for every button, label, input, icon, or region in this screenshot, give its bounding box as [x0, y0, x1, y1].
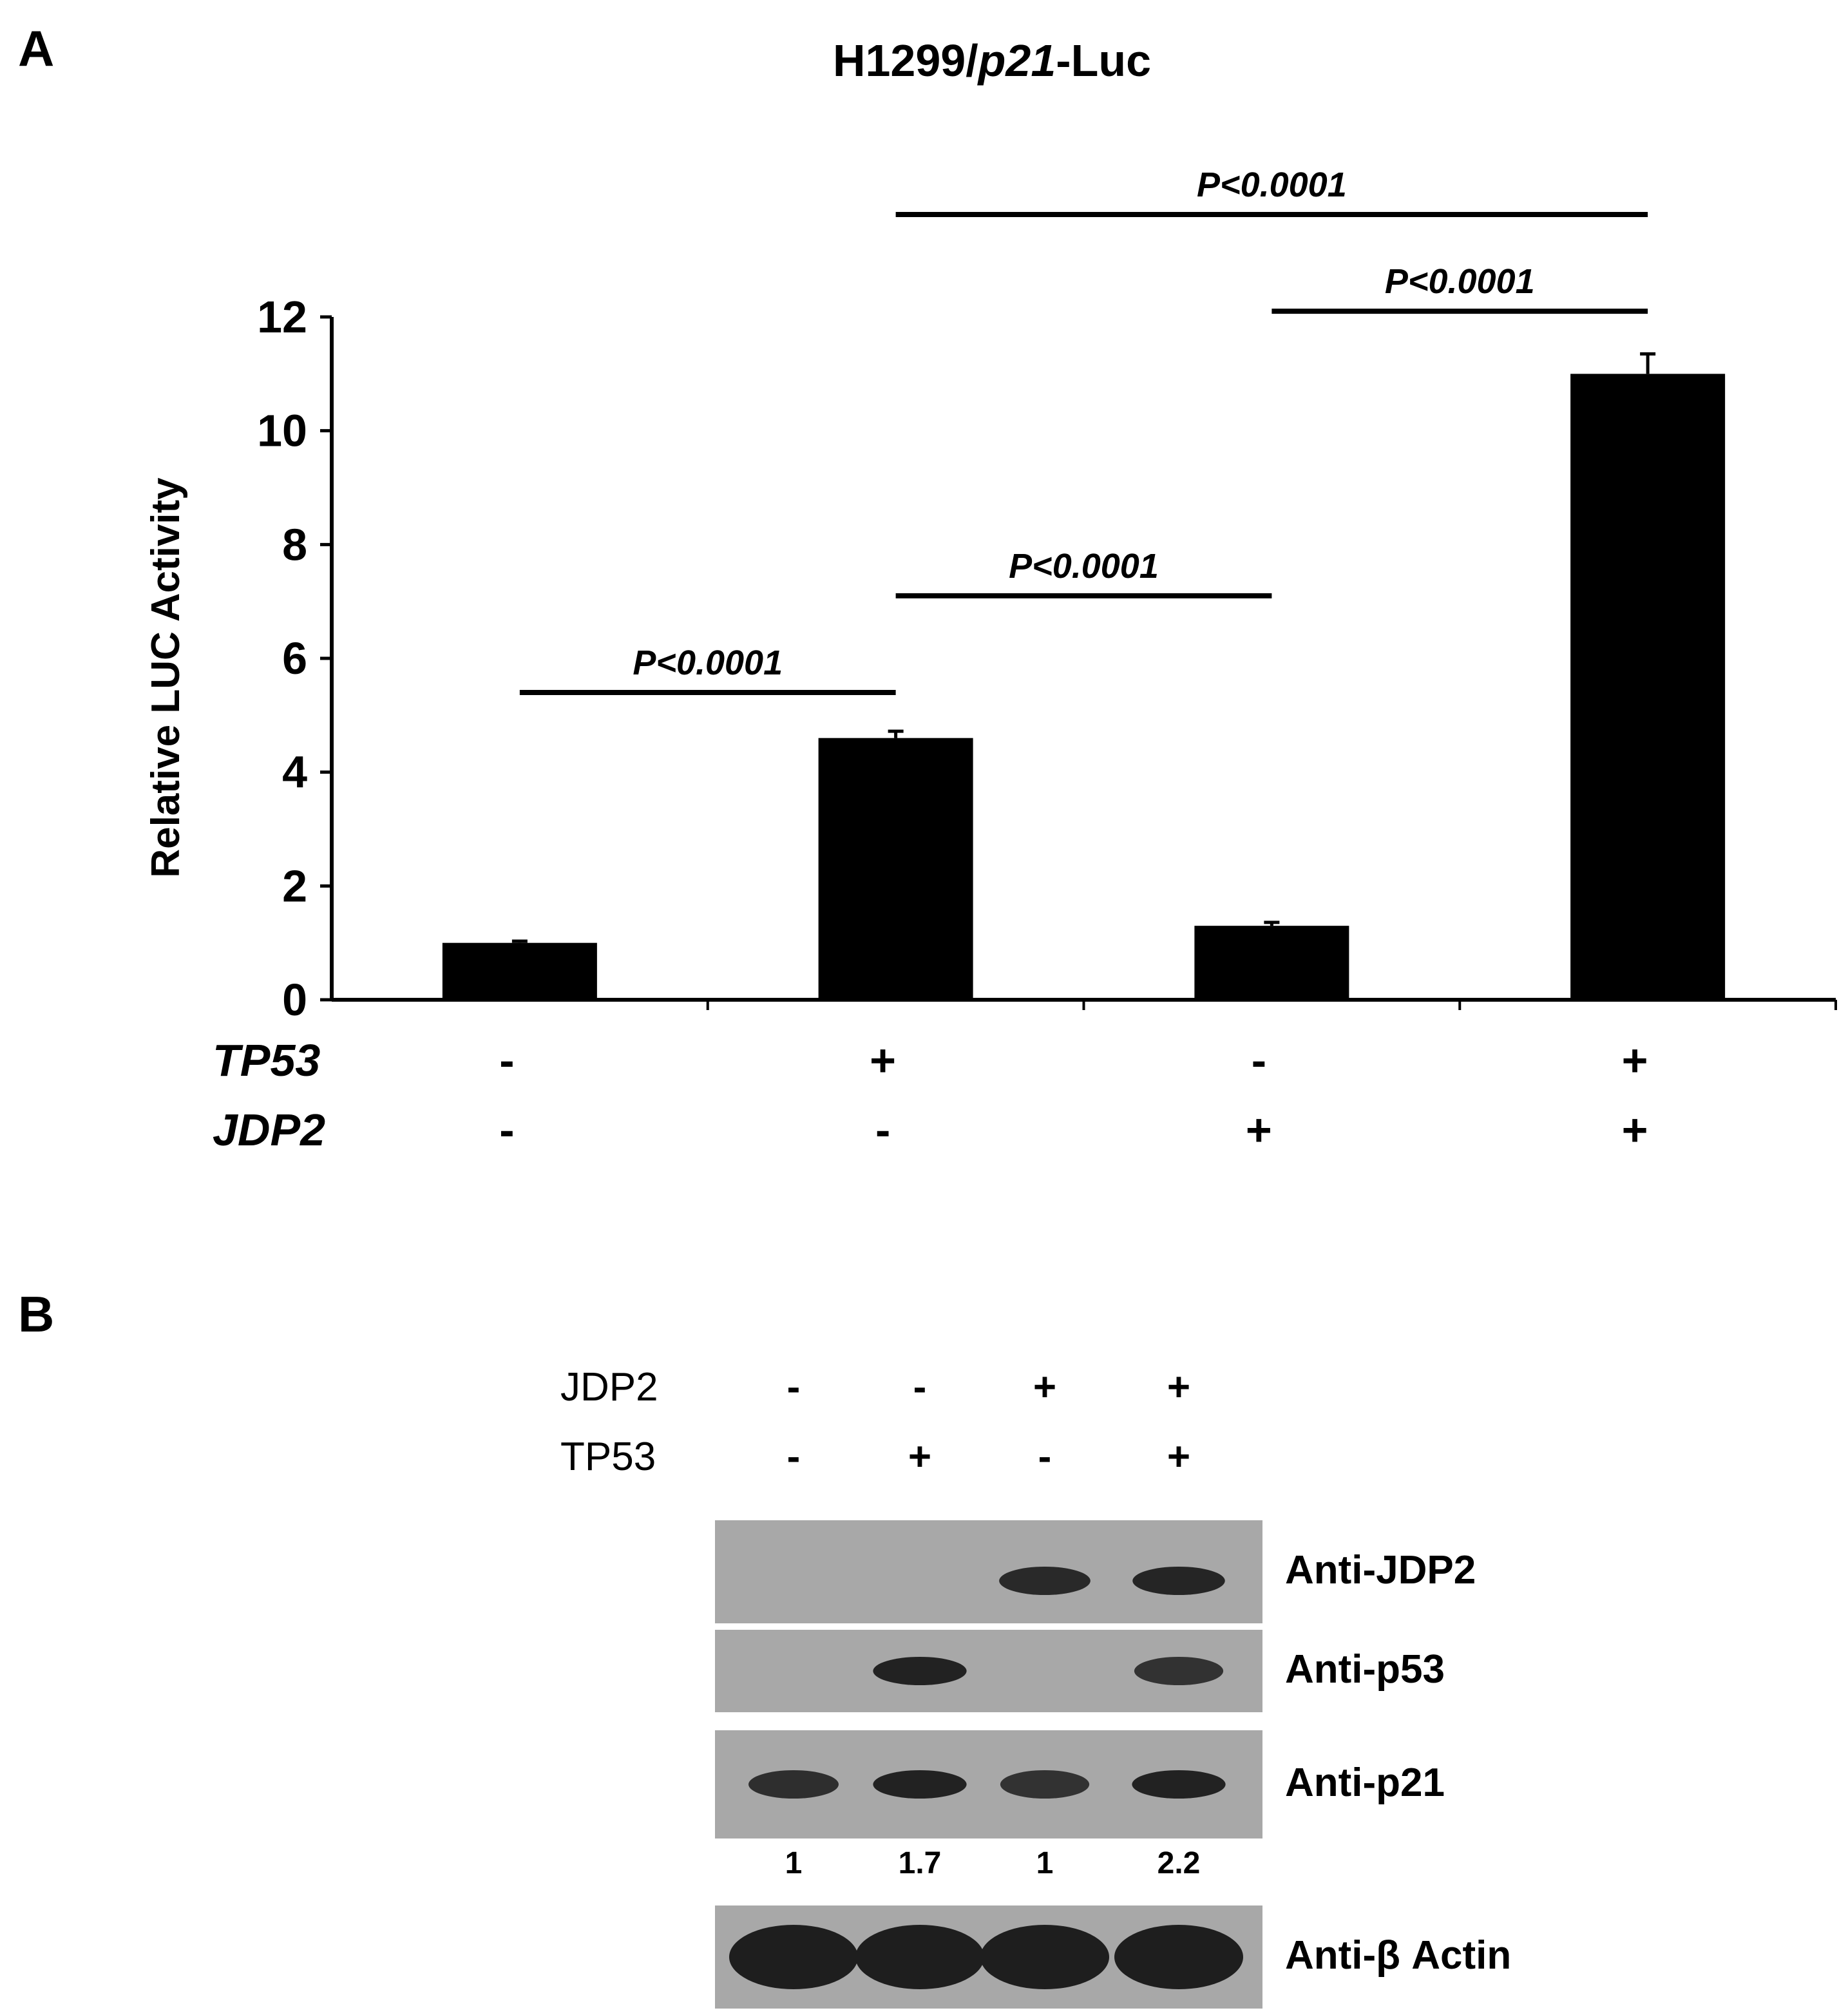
bar	[1194, 926, 1349, 1000]
y-tick-label: 2	[282, 861, 307, 911]
chart-title-part: p21	[977, 35, 1056, 86]
blot-condition-label: JDP2	[560, 1365, 658, 1409]
chart-title-part: -Luc	[1056, 35, 1151, 86]
blot-band	[999, 1567, 1091, 1595]
p-value-label: P<0.0001	[1009, 547, 1159, 586]
chart-title-part: H1299/	[833, 35, 978, 86]
blot-band	[1114, 1925, 1243, 1989]
blot-condition-sign: -	[1038, 1435, 1052, 1479]
blot-band	[1132, 1567, 1225, 1595]
blot-band	[729, 1925, 858, 1989]
western-blot	[715, 1520, 1262, 2009]
blot-condition-sign: +	[1167, 1365, 1191, 1409]
p21-quantification-value: 1	[1036, 1846, 1054, 1880]
blot-band	[873, 1770, 967, 1799]
blot-condition-sign: +	[1167, 1435, 1191, 1479]
p21-quantification-value: 2.2	[1157, 1846, 1201, 1880]
condition-sign: -	[499, 1105, 514, 1155]
condition-sign: -	[1252, 1035, 1266, 1085]
condition-label: TP53	[213, 1035, 320, 1085]
bar-chart: H1299/p21-Luc Relative LUC Activity 0 2 4 6 8 1…	[144, 35, 1837, 1155]
panel-b-label: B	[18, 1286, 55, 1342]
p-value-label: P<0.0001	[1385, 262, 1535, 301]
panel-a-label: A	[18, 20, 55, 77]
antibody-label: Anti-JDP2	[1285, 1548, 1476, 1592]
y-tick-label: 4	[282, 747, 307, 797]
condition-sign: -	[875, 1105, 890, 1155]
condition-sign: -	[499, 1035, 514, 1085]
y-tick-label: 12	[257, 292, 307, 342]
p-value-label: P<0.0001	[1197, 166, 1347, 204]
blot-band	[748, 1770, 839, 1799]
p21-quantification-value: 1.7	[898, 1846, 942, 1880]
y-tick-label: 0	[282, 975, 307, 1025]
bar	[818, 738, 973, 1000]
chart-title: H1299/p21-Luc	[833, 35, 1151, 86]
blot-band	[873, 1657, 967, 1685]
blot-condition-sign: -	[786, 1365, 801, 1409]
p21-quantification-value: 1	[785, 1846, 803, 1880]
y-tick-label: 6	[282, 633, 307, 683]
bar	[1570, 374, 1726, 1000]
condition-sign: +	[870, 1035, 896, 1085]
y-tick-label: 10	[257, 406, 307, 456]
blot-condition-sign: +	[1033, 1365, 1057, 1409]
bar	[442, 942, 597, 1000]
blot-condition-sign: -	[913, 1365, 927, 1409]
condition-sign: +	[1622, 1035, 1648, 1085]
blot-band	[1132, 1770, 1226, 1799]
blot-band	[1134, 1657, 1224, 1685]
blot-band	[980, 1925, 1109, 1989]
condition-sign: +	[1246, 1105, 1272, 1155]
condition-sign: +	[1622, 1105, 1648, 1155]
antibody-label: Anti-β Actin	[1285, 1933, 1512, 1978]
antibody-label: Anti-p53	[1285, 1647, 1445, 1692]
blot-band	[1000, 1770, 1090, 1799]
blot-condition-sign: +	[908, 1435, 932, 1479]
blot-band	[855, 1925, 984, 1989]
p-value-label: P<0.0001	[633, 644, 783, 682]
condition-label: JDP2	[213, 1105, 325, 1155]
y-axis-label: Relative LUC Activity	[144, 477, 188, 878]
blot-condition-sign: -	[786, 1435, 801, 1479]
antibody-label: Anti-p21	[1285, 1761, 1445, 1805]
blot-condition-label: TP53	[560, 1435, 656, 1479]
y-tick-label: 8	[282, 519, 307, 569]
